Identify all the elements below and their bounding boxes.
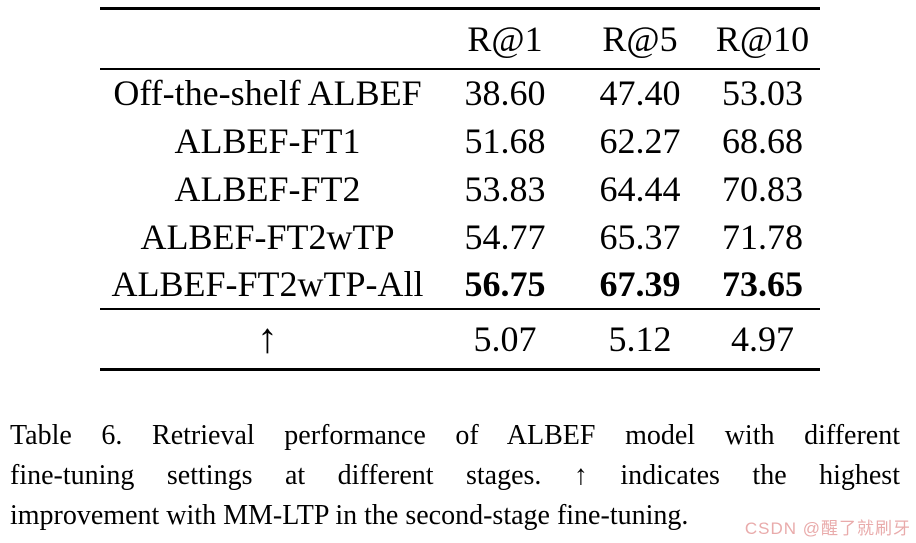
metric-r5: 47.40 xyxy=(599,73,681,113)
metric-r5: 67.39 xyxy=(599,264,681,304)
caption-line-1: Table 6. Retrieval performance of ALBEF … xyxy=(10,420,900,451)
table-header: R@1 R@5 R@10 xyxy=(100,9,820,69)
metric-r5: 65.37 xyxy=(599,216,681,257)
table-row: ALBEF-FT2wTP 54.77 65.37 71.78 xyxy=(100,213,820,261)
metric-r5: 64.44 xyxy=(599,168,681,209)
up-arrow-icon: ↑ xyxy=(257,315,278,362)
metric-r10: 73.65 xyxy=(722,264,803,304)
model-label: ALBEF-FT2wTP-All xyxy=(111,264,424,304)
metric-r1: 53.83 xyxy=(464,168,546,209)
model-label: Off-the-shelf ALBEF xyxy=(113,73,422,113)
metric-r5: 62.27 xyxy=(599,120,681,161)
table-caption: Table 6. Retrieval performance of ALBEF … xyxy=(10,416,900,536)
retrieval-results-table: R@1 R@5 R@10 Off-the-shelf ALBEF 38.60 4… xyxy=(100,7,820,371)
improvement-r10: 4.97 xyxy=(731,318,794,359)
metric-r1: 56.75 xyxy=(464,264,546,304)
caption-line-3: improvement with MM-LTP in the second-st… xyxy=(10,500,689,531)
model-label: ALBEF-FT2wTP xyxy=(140,216,395,257)
metric-r10: 70.83 xyxy=(722,168,803,209)
improvement-section: ↑ 5.07 5.12 4.97 xyxy=(100,309,820,370)
model-label: ALBEF-FT2 xyxy=(174,168,361,209)
improvement-r5: 5.12 xyxy=(608,318,672,359)
metric-r10: 71.78 xyxy=(722,216,803,257)
metric-r10: 68.68 xyxy=(722,120,803,161)
metric-r1: 54.77 xyxy=(464,216,546,257)
table-row: ALBEF-FT2 53.83 64.44 70.83 xyxy=(100,165,820,213)
model-label: ALBEF-FT1 xyxy=(174,120,361,161)
metric-r10: 53.03 xyxy=(722,73,803,113)
header-cell-empty xyxy=(100,9,435,69)
csdn-watermark: CSDN @醒了就刷牙 xyxy=(744,519,911,538)
table-row: Off-the-shelf ALBEF 38.60 47.40 53.03 xyxy=(100,69,820,117)
caption-line-2: fine-tuning settings at different stages… xyxy=(10,460,900,491)
improvement-row: ↑ 5.07 5.12 4.97 xyxy=(100,309,820,370)
table-row: ALBEF-FT1 51.68 62.27 68.68 xyxy=(100,117,820,165)
header-cell-r1: R@1 xyxy=(467,18,543,59)
header-cell-r10: R@10 xyxy=(715,18,810,59)
header-row: R@1 R@5 R@10 xyxy=(100,9,820,69)
header-cell-r5: R@5 xyxy=(602,18,678,59)
metric-r1: 51.68 xyxy=(464,120,546,161)
table-row-best: ALBEF-FT2wTP-All 56.75 67.39 73.65 xyxy=(100,261,820,309)
improvement-r1: 5.07 xyxy=(473,318,537,359)
table-body: Off-the-shelf ALBEF 38.60 47.40 53.03 AL… xyxy=(100,69,820,309)
metric-r1: 38.60 xyxy=(464,73,546,113)
